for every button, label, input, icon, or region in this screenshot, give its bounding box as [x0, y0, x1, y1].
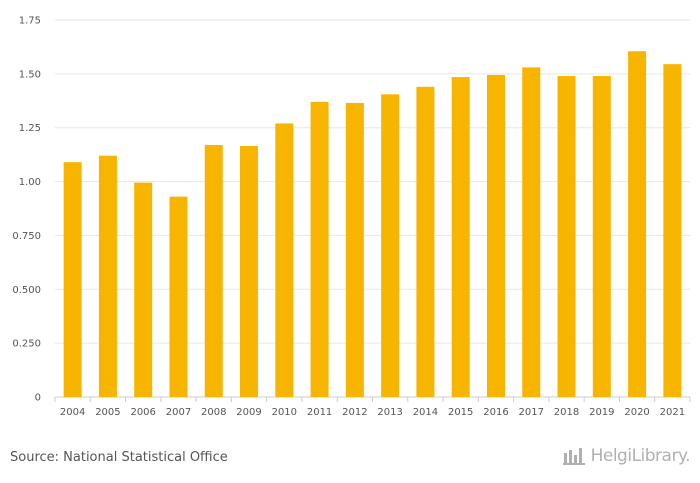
y-tick-label: 1.25	[19, 123, 41, 134]
bar-2004[interactable]	[63, 162, 82, 397]
x-tick-label: 2009	[236, 407, 261, 418]
library-icon	[562, 448, 585, 465]
y-tick-label: 0	[35, 393, 41, 404]
x-tick-label: 2008	[201, 407, 226, 418]
bar-2010[interactable]	[275, 123, 294, 398]
bar-2005[interactable]	[98, 155, 117, 397]
y-tick-label: 0.750	[12, 231, 41, 242]
bar-2019[interactable]	[592, 76, 611, 398]
bar-2014[interactable]	[416, 86, 435, 397]
x-tick-label: 2015	[448, 407, 473, 418]
y-tick-label: 0.250	[12, 339, 41, 350]
x-tick-label: 2010	[272, 407, 297, 418]
bar-2011[interactable]	[310, 101, 329, 397]
y-tick-label: 1.00	[19, 177, 41, 188]
x-tick-label: 2020	[624, 407, 649, 418]
x-tick-label: 2014	[413, 407, 438, 418]
bar-2015[interactable]	[451, 77, 470, 398]
y-tick-label: 1.50	[19, 69, 41, 80]
bar-2008[interactable]	[204, 144, 223, 397]
x-tick-label: 2004	[60, 407, 85, 418]
bar-2007[interactable]	[169, 196, 188, 397]
y-axis-ticks: 0 0.250 0.500 0.750 1.00 1.25 1.50 1.75	[12, 16, 41, 404]
y-tick-label: 1.75	[19, 16, 41, 27]
y-tick-label: 0.500	[12, 285, 41, 296]
x-tick-label: 2013	[377, 407, 402, 418]
x-axis-ticks: 2004 2005 2006 2007 2008 2009 2010 2011 2012 2013…	[54, 397, 691, 418]
bar-2009[interactable]	[240, 146, 259, 397]
bar-2012[interactable]	[345, 102, 364, 397]
x-tick-label: 2006	[130, 407, 155, 418]
bar-2017[interactable]	[522, 67, 541, 397]
helgi-library-logo[interactable]: HelgiLibrary.	[562, 446, 691, 466]
x-tick-label: 2021	[660, 407, 685, 418]
x-tick-label: 2011	[307, 407, 332, 418]
x-tick-label: 2017	[519, 407, 544, 418]
x-tick-label: 2007	[166, 407, 191, 418]
gridlines	[55, 19, 690, 398]
logo-text: HelgiLibrary.	[590, 446, 691, 466]
x-tick-label: 2019	[589, 407, 614, 418]
bar-2021[interactable]	[663, 64, 682, 398]
source-note: Source: National Statistical Office	[10, 450, 228, 465]
x-tick-label: 2005	[95, 407, 120, 418]
bar-2013[interactable]	[381, 94, 400, 397]
x-tick-label: 2018	[554, 407, 579, 418]
bar-2020[interactable]	[628, 51, 647, 397]
x-tick-label: 2016	[483, 407, 508, 418]
bar-2018[interactable]	[557, 76, 576, 398]
bar-2006[interactable]	[134, 182, 153, 397]
bars	[63, 51, 682, 398]
x-tick-label: 2012	[342, 407, 367, 418]
bar-2016[interactable]	[486, 74, 505, 397]
